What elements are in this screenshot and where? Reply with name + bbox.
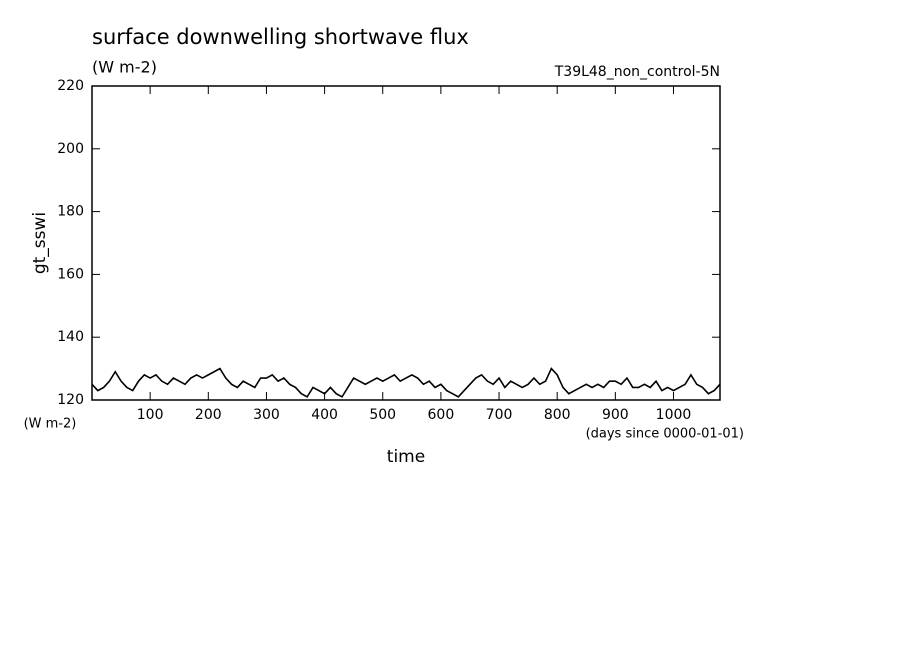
x-unit: (days since 0000-01-01): [586, 427, 744, 442]
y-unit: (W m-2): [24, 417, 77, 432]
plot-frame: [91, 85, 721, 401]
chart-subtitle: (W m-2): [92, 58, 157, 77]
y-axis-label: gt_sswi: [30, 212, 50, 274]
x-tick-label: 700: [486, 407, 513, 423]
data-line: [91, 367, 721, 398]
x-tick-label: 1000: [656, 407, 692, 423]
x-tick-label: 500: [369, 407, 396, 423]
y-tick-label: 160: [57, 266, 84, 282]
y-tick-label: 120: [57, 392, 84, 408]
chart-title: surface downwelling shortwave flux: [92, 25, 469, 49]
x-axis-label: time: [387, 447, 425, 467]
x-tick-label: 300: [253, 407, 280, 423]
x-tick-label: 200: [195, 407, 222, 423]
annotation: T39L48_non_control-5N: [554, 64, 720, 80]
x-tick-label: 600: [428, 407, 455, 423]
y-tick-label: 180: [57, 204, 84, 220]
x-tick-label: 100: [137, 407, 164, 423]
x-tick-label: 400: [311, 407, 338, 423]
x-tick-label: 800: [544, 407, 571, 423]
y-tick-label: 220: [57, 78, 84, 94]
y-tick-label: 200: [57, 141, 84, 157]
y-tick-label: 140: [57, 329, 84, 345]
x-tick-label: 900: [602, 407, 629, 423]
